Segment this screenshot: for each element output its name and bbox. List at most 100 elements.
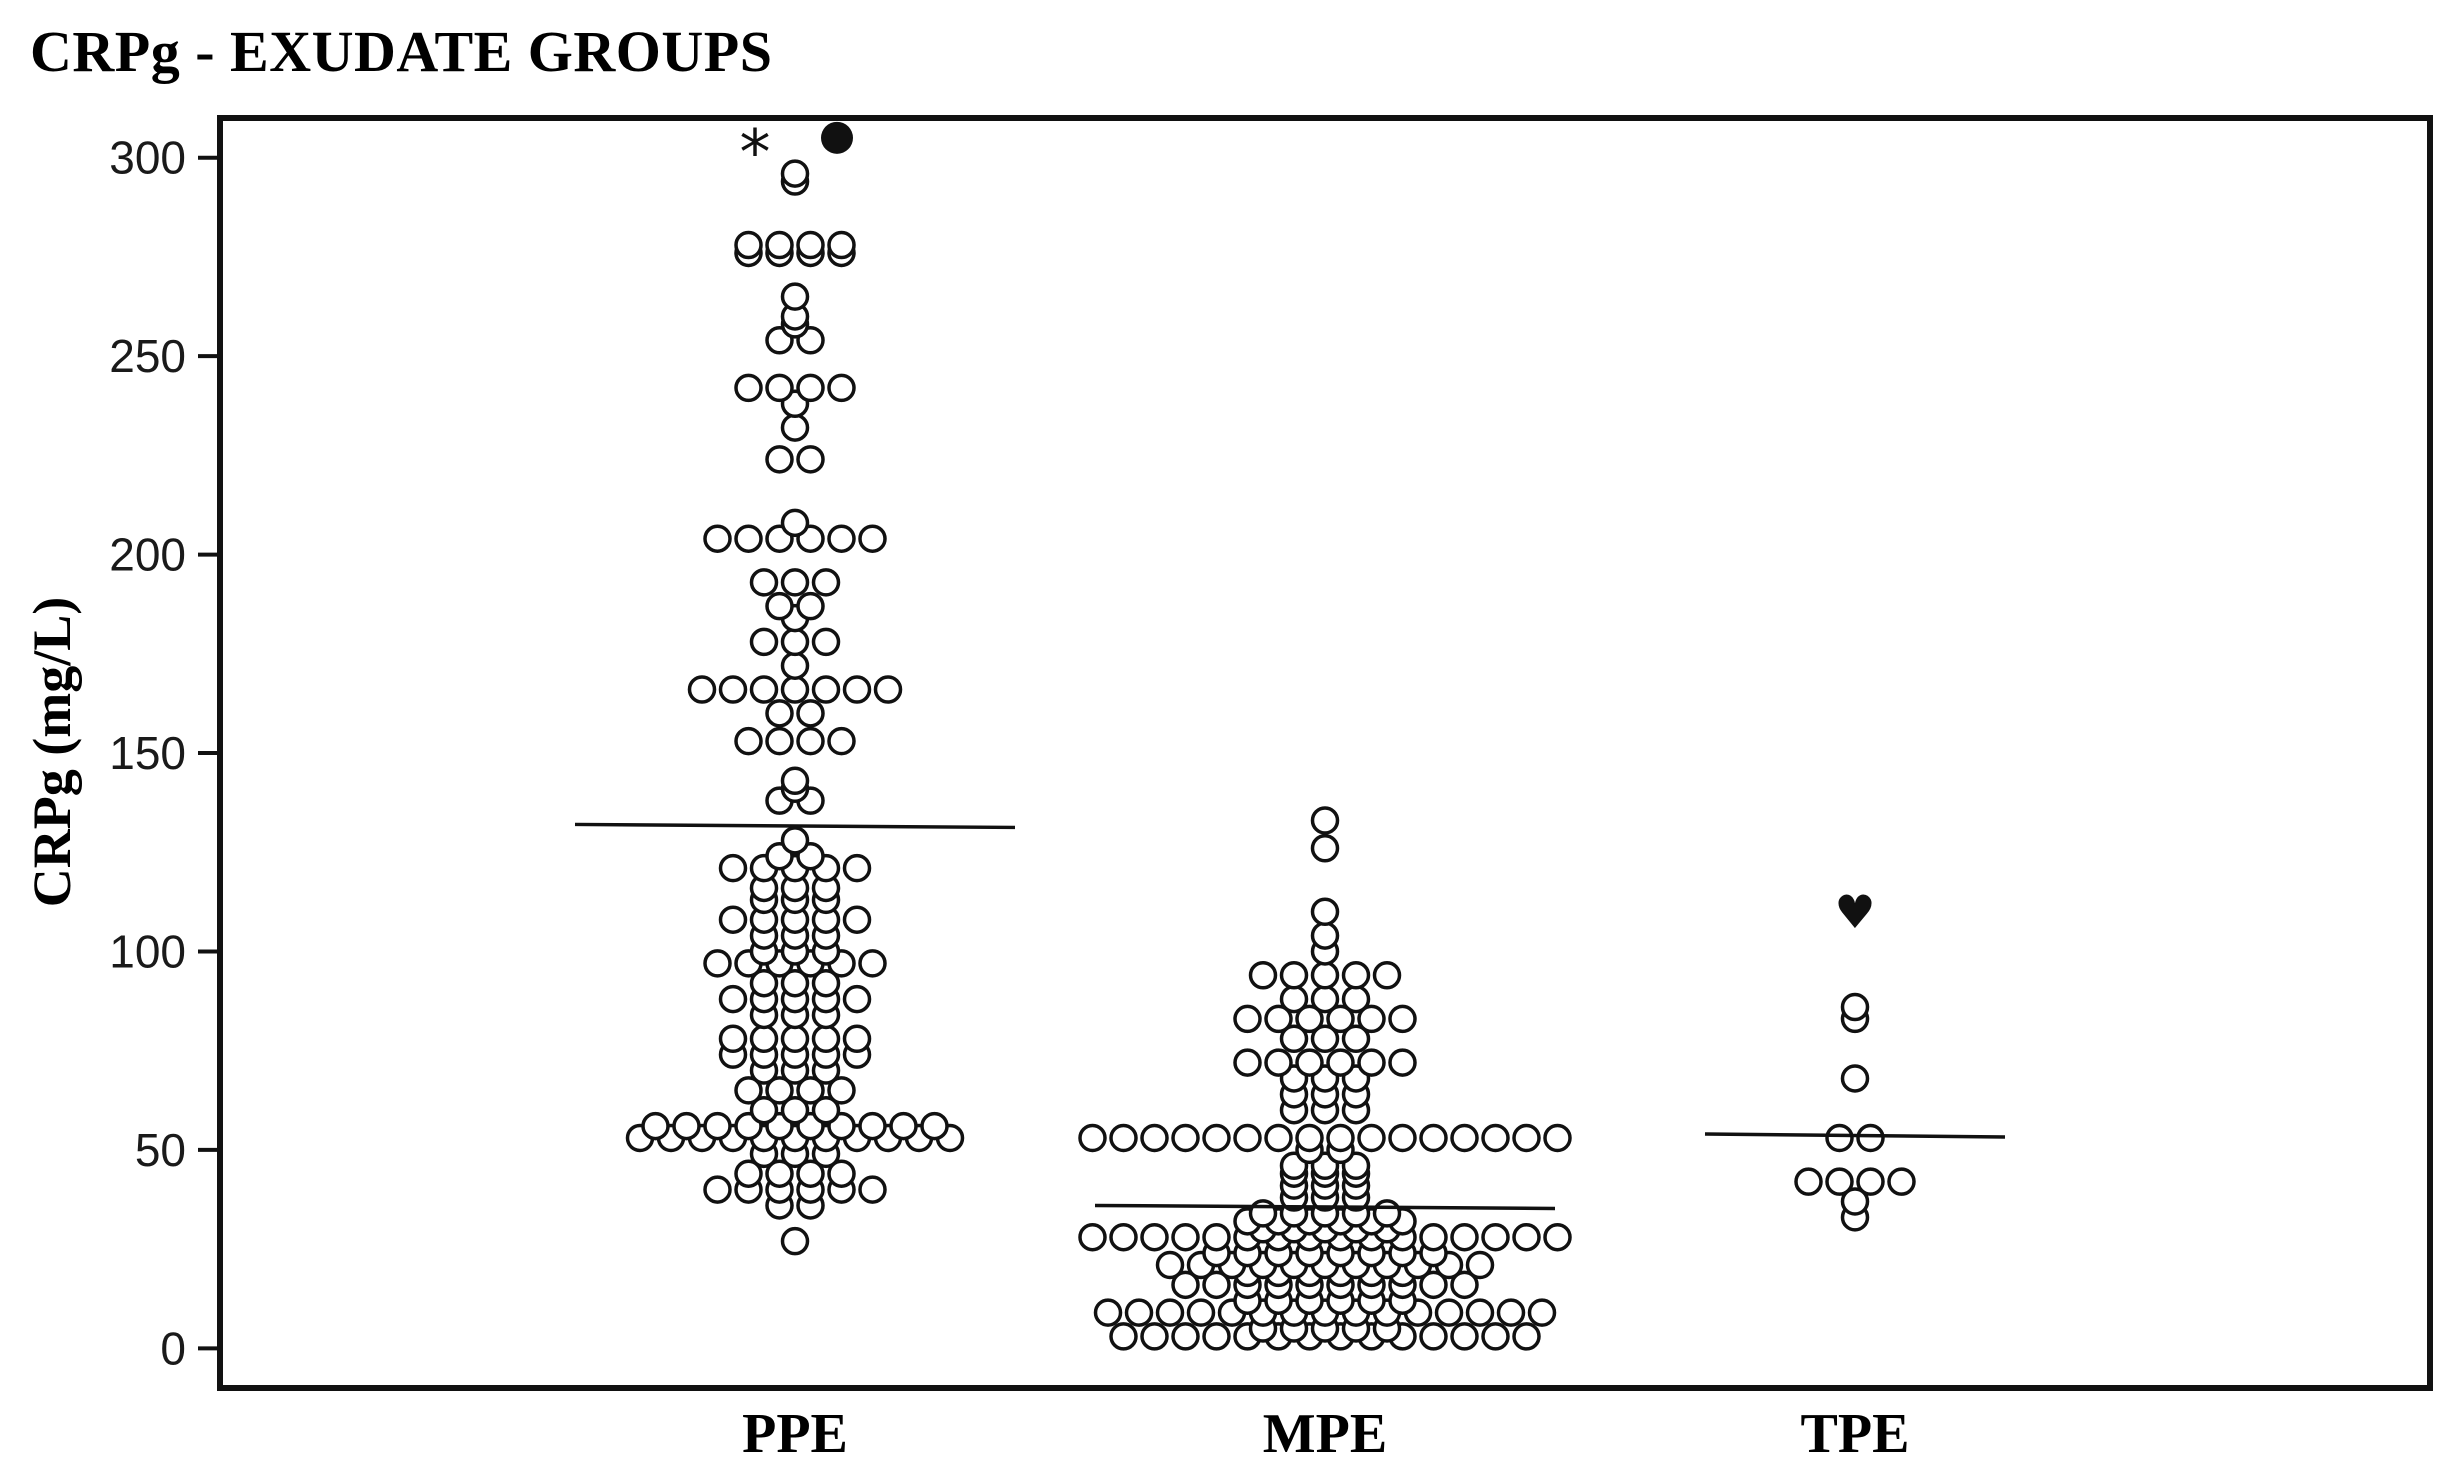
- data-point: [1124, 1298, 1154, 1327]
- data-point: [796, 1159, 825, 1188]
- data-points: [625, 159, 1916, 1351]
- data-point: [734, 373, 763, 403]
- data-point: [1140, 1222, 1169, 1252]
- data-point: [1825, 1123, 1854, 1153]
- data-point: [1264, 1004, 1293, 1034]
- y-axis: 0 50 100 150 200 250 300: [109, 132, 220, 1374]
- data-point: [796, 726, 825, 756]
- data-point: [1496, 1298, 1526, 1327]
- data-point: [1109, 1222, 1138, 1252]
- data-point: [749, 1024, 779, 1053]
- data-point: [718, 675, 748, 704]
- data-point: [796, 699, 825, 728]
- data-point: [749, 1095, 779, 1125]
- data-point: [842, 1024, 872, 1053]
- category-label: MPE: [1263, 1403, 1387, 1465]
- data-point: [749, 675, 779, 704]
- data-point: [1450, 1270, 1479, 1300]
- data-point: [796, 591, 825, 621]
- data-point: [1326, 1048, 1355, 1077]
- data-point: [780, 627, 810, 657]
- data-point: [780, 1095, 810, 1125]
- data-point: [1450, 1123, 1479, 1153]
- data-point: [749, 627, 779, 657]
- data-point: [1310, 897, 1340, 926]
- data-point: [811, 1024, 841, 1053]
- category-label: PPE: [742, 1403, 848, 1465]
- y-axis-title: CRPg (mg/L): [22, 597, 82, 907]
- data-point: [1372, 961, 1402, 990]
- data-point: [1794, 1167, 1823, 1196]
- data-point: [1450, 1322, 1479, 1351]
- data-point: [920, 1111, 949, 1141]
- data-point: [811, 675, 841, 704]
- data-point: [780, 766, 810, 796]
- data-point: [1295, 1004, 1324, 1034]
- data-point: [765, 373, 794, 403]
- data-point: [873, 675, 903, 704]
- y-tick-label: 200: [109, 529, 186, 581]
- data-point: [1887, 1167, 1916, 1196]
- data-point: [765, 230, 794, 260]
- data-point: [1310, 806, 1340, 835]
- data-point: [1279, 1024, 1309, 1053]
- data-point: [718, 853, 748, 883]
- filled-circle-marker: [821, 121, 853, 154]
- data-point: [1202, 1270, 1231, 1300]
- data-point: [811, 1095, 841, 1125]
- heart-marker: ♥: [1834, 885, 1875, 939]
- data-point: [858, 1175, 887, 1204]
- data-point: [1109, 1123, 1138, 1153]
- data-point: [1512, 1222, 1541, 1252]
- special-markers: *♥: [740, 116, 1876, 939]
- data-point: [765, 726, 794, 756]
- data-point: [1248, 1199, 1278, 1228]
- data-point: [1512, 1322, 1541, 1351]
- data-point: [703, 1175, 732, 1204]
- data-point: [765, 1159, 794, 1188]
- data-point: [1264, 1048, 1293, 1077]
- median-line: [574, 822, 1016, 830]
- data-point: [1093, 1298, 1123, 1327]
- data-point: [765, 591, 794, 621]
- data-point: [1481, 1222, 1510, 1252]
- data-point: [827, 1159, 856, 1188]
- data-point: [842, 905, 872, 934]
- data-point: [1233, 1048, 1262, 1077]
- data-point: [1419, 1322, 1448, 1351]
- data-point: [734, 726, 763, 756]
- data-point: [687, 675, 717, 704]
- data-point: [1372, 1199, 1402, 1228]
- asterisk-marker: *: [740, 116, 771, 189]
- data-point: [1140, 1322, 1169, 1351]
- data-point: [780, 508, 810, 538]
- data-point: [703, 1111, 732, 1141]
- data-point: [703, 949, 732, 978]
- y-tick-label: 50: [135, 1124, 186, 1176]
- data-point: [1465, 1250, 1495, 1280]
- data-point: [780, 1024, 810, 1053]
- data-point: [842, 853, 872, 883]
- data-point: [718, 905, 748, 934]
- data-point: [1840, 1064, 1870, 1093]
- data-point: [1202, 1322, 1231, 1351]
- data-point: [796, 1076, 825, 1105]
- y-tick-label: 300: [109, 132, 186, 184]
- data-point: [827, 726, 856, 756]
- data-point: [1264, 1123, 1293, 1153]
- data-point: [718, 1024, 748, 1053]
- data-point: [1248, 961, 1278, 990]
- data-point: [1341, 1024, 1371, 1053]
- data-point: [749, 968, 779, 998]
- data-point: [1341, 961, 1371, 990]
- data-point: [1357, 1004, 1386, 1034]
- y-tick-label: 100: [109, 925, 186, 977]
- data-point: [1171, 1222, 1200, 1252]
- data-point: [749, 568, 779, 597]
- x-axis-labels: PPE MPE TPE: [742, 1403, 1909, 1465]
- data-point: [811, 968, 841, 998]
- data-point: [827, 1076, 856, 1105]
- y-tick-label: 250: [109, 330, 186, 382]
- category-label: TPE: [1801, 1403, 1910, 1465]
